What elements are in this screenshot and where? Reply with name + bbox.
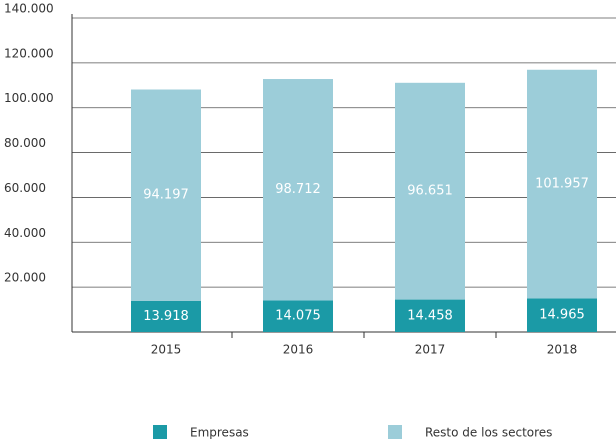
value-label: 101.957 [535, 177, 589, 192]
x-tick-label: 2017 [415, 343, 446, 357]
y-tick-label: 100.000 [4, 91, 54, 105]
y-tick-label: 80.000 [4, 136, 46, 150]
y-tick-label: 20.000 [4, 271, 46, 285]
value-label: 14.075 [275, 309, 321, 324]
legend-swatch [153, 425, 167, 439]
value-label: 13.918 [143, 309, 189, 324]
legend-label: Empresas [190, 426, 249, 439]
value-label: 98.712 [275, 182, 321, 197]
bar-segment [263, 300, 333, 332]
bar-segment [395, 299, 465, 332]
value-label: 14.965 [539, 308, 585, 323]
x-tick-label: 2016 [283, 343, 314, 357]
y-tick-label: 40.000 [4, 226, 46, 240]
bar-segment [527, 298, 597, 332]
bar-segment [263, 79, 333, 301]
value-label: 94.197 [143, 188, 189, 203]
bar-segment [131, 89, 201, 301]
bar-segment [527, 69, 597, 299]
value-label: 96.651 [407, 184, 453, 199]
value-label: 14.458 [407, 308, 453, 323]
legend-swatch [388, 425, 402, 439]
y-tick-label: 140.000 [4, 2, 54, 16]
bar-segment [395, 82, 465, 300]
legend-label: Resto de los sectores [425, 426, 552, 439]
x-tick-label: 2015 [151, 343, 182, 357]
bar-segment [131, 300, 201, 332]
y-tick-label: 120.000 [4, 46, 54, 60]
y-tick-label: 60.000 [4, 181, 46, 195]
x-tick-label: 2018 [547, 343, 578, 357]
